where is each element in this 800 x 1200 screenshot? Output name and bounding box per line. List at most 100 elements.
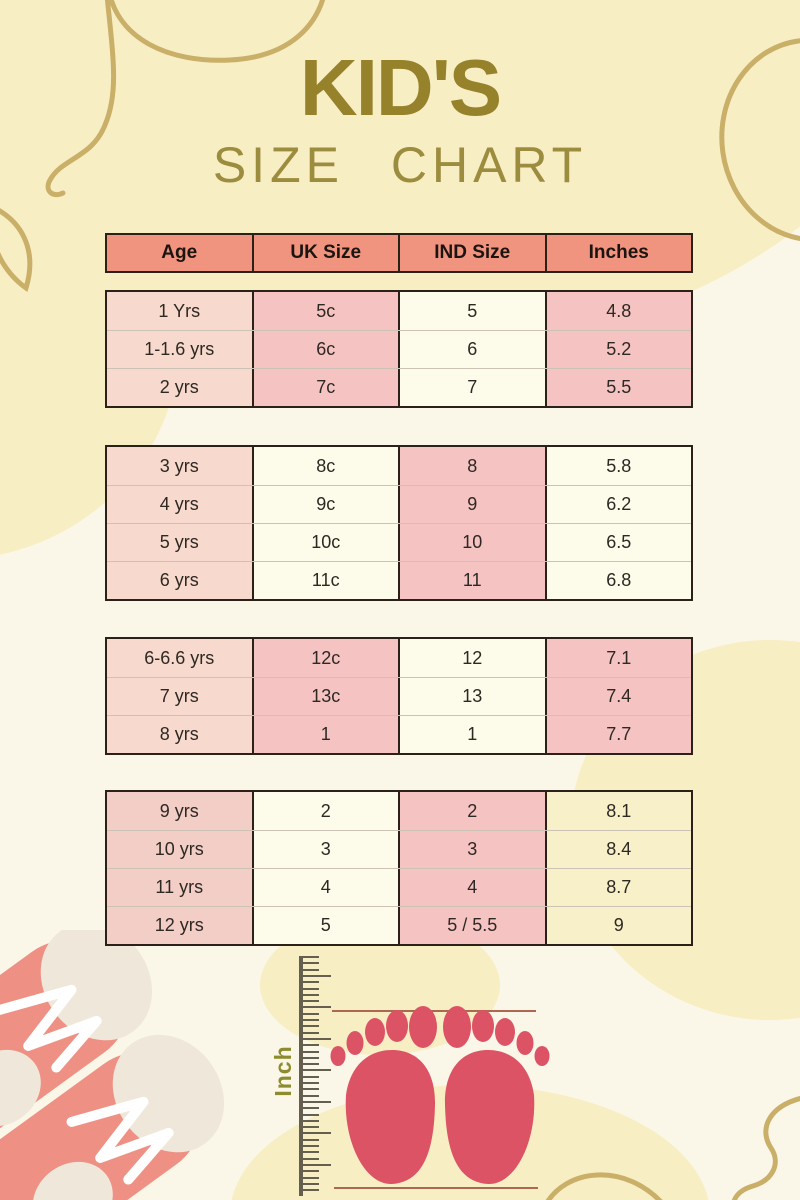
cell-uk-size: 7c bbox=[251, 369, 398, 406]
ruler-tick bbox=[303, 1138, 319, 1141]
ruler-tick bbox=[303, 1037, 331, 1040]
cell-inches: 8.4 bbox=[544, 831, 691, 868]
table-row: 5 yrs 10c 10 6.5 bbox=[107, 523, 691, 561]
cell-inches: 6.2 bbox=[544, 486, 691, 523]
page-subtitle: SIZE CHART bbox=[212, 137, 588, 193]
ruler-tick bbox=[303, 968, 319, 971]
cell-age: 12 yrs bbox=[107, 907, 252, 944]
ruler-tick bbox=[303, 956, 319, 958]
ruler-tick bbox=[303, 1176, 319, 1179]
ruler-tick bbox=[303, 1151, 319, 1154]
ruler-tick bbox=[303, 981, 319, 984]
ruler-tick bbox=[303, 1088, 319, 1091]
measure-line-bottom bbox=[334, 1187, 538, 1189]
cell-inches: 5.8 bbox=[544, 447, 691, 485]
table-row: 7 yrs 13c 13 7.4 bbox=[107, 677, 691, 715]
ruler-tick bbox=[303, 1069, 331, 1072]
cell-age: 5 yrs bbox=[107, 524, 252, 561]
cell-inches: 7.4 bbox=[544, 678, 691, 715]
header-inches: Inches bbox=[544, 235, 692, 271]
cell-ind-size: 6 bbox=[398, 331, 545, 368]
table-row: 3 yrs 8c 8 5.8 bbox=[107, 447, 691, 485]
table-row: 4 yrs 9c 9 6.2 bbox=[107, 485, 691, 523]
page-title: KID'S bbox=[299, 43, 502, 132]
cell-ind-size: 1 bbox=[398, 716, 545, 753]
cell-age: 1-1.6 yrs bbox=[107, 331, 252, 368]
cell-uk-size: 5 bbox=[251, 907, 398, 944]
header-age: Age bbox=[161, 242, 198, 263]
cell-age: 6 yrs bbox=[107, 562, 252, 599]
cell-uk-size: 5c bbox=[251, 292, 398, 330]
ruler-tick bbox=[303, 1132, 331, 1135]
cell-inches: 4.8 bbox=[544, 292, 691, 330]
cell-uk-size: 3 bbox=[251, 831, 398, 868]
cell-age: 11 yrs bbox=[107, 869, 252, 906]
cell-inches: 5.5 bbox=[544, 369, 691, 406]
cell-age: 1 Yrs bbox=[107, 292, 252, 330]
ruler-tick bbox=[303, 1113, 319, 1116]
footprints-icon bbox=[330, 1006, 550, 1185]
table-row: 10 yrs 3 3 8.4 bbox=[107, 830, 691, 868]
ruler-tick bbox=[303, 1119, 319, 1122]
cell-inches: 7.1 bbox=[544, 639, 691, 677]
ruler-icon bbox=[299, 956, 333, 1196]
table-row: 6 yrs 11c 11 6.8 bbox=[107, 561, 691, 599]
cell-uk-size: 13c bbox=[251, 678, 398, 715]
baby-sneakers-icon bbox=[0, 930, 240, 1200]
size-table-section-1: 1 Yrs 5c 5 4.8 1-1.6 yrs 6c 6 5.2 2 yrs 7c 7 5.5 bbox=[105, 290, 693, 408]
header-ind-size: IND Size bbox=[398, 235, 545, 271]
ruler-tick bbox=[303, 1094, 319, 1097]
measure-line-top bbox=[332, 1010, 536, 1012]
ruler-tick bbox=[303, 1126, 319, 1129]
cell-ind-size: 2 bbox=[398, 792, 545, 830]
cell-inches: 7.7 bbox=[544, 716, 691, 753]
ruler-tick bbox=[303, 1044, 319, 1047]
cell-inches: 8.1 bbox=[544, 792, 691, 830]
cell-uk-size: 2 bbox=[251, 792, 398, 830]
cell-ind-size: 11 bbox=[398, 562, 545, 599]
cell-age: 7 yrs bbox=[107, 678, 252, 715]
table-row: 9 yrs 2 2 8.1 bbox=[107, 792, 691, 830]
ruler-tick bbox=[303, 1100, 331, 1103]
cell-ind-size: 12 bbox=[398, 639, 545, 677]
cell-inches: 5.2 bbox=[544, 331, 691, 368]
cell-age: 4 yrs bbox=[107, 486, 252, 523]
cell-uk-size: 1 bbox=[251, 716, 398, 753]
table-row: 2 yrs 7c 7 5.5 bbox=[107, 368, 691, 406]
ruler-tick bbox=[303, 1056, 319, 1059]
ruler-tick bbox=[303, 1063, 319, 1066]
header-uk-size: UK Size bbox=[251, 235, 399, 271]
cell-age: 8 yrs bbox=[107, 716, 252, 753]
ruler-tick bbox=[303, 1107, 319, 1110]
ruler-tick bbox=[303, 962, 319, 965]
cell-age: 9 yrs bbox=[107, 792, 252, 830]
cell-ind-size: 7 bbox=[398, 369, 545, 406]
cell-uk-size: 11c bbox=[251, 562, 398, 599]
inch-label: Inch bbox=[270, 1045, 296, 1097]
ruler-tick bbox=[303, 974, 331, 977]
cell-uk-size: 4 bbox=[251, 869, 398, 906]
ruler-tick bbox=[303, 1000, 319, 1003]
cell-uk-size: 6c bbox=[251, 331, 398, 368]
cell-inches: 8.7 bbox=[544, 869, 691, 906]
size-table-section-3: 6-6.6 yrs 12c 12 7.1 7 yrs 13c 13 7.4 8 yrs 1 1 7.7 bbox=[105, 637, 693, 755]
table-row: 12 yrs 5 5 / 5.5 9 bbox=[107, 906, 691, 944]
ruler-tick bbox=[303, 993, 319, 996]
cell-ind-size: 5 bbox=[398, 292, 545, 330]
ruler-tick bbox=[303, 1145, 319, 1147]
table-row: 6-6.6 yrs 12c 12 7.1 bbox=[107, 639, 691, 677]
size-table-section-2: 3 yrs 8c 8 5.8 4 yrs 9c 9 6.2 5 yrs 10c 10 6.5 6 yrs… bbox=[105, 445, 693, 601]
cell-ind-size: 13 bbox=[398, 678, 545, 715]
cell-uk-size: 9c bbox=[251, 486, 398, 523]
cell-ind-size: 5 / 5.5 bbox=[398, 907, 545, 944]
ruler-tick bbox=[303, 1182, 319, 1185]
cell-age: 3 yrs bbox=[107, 447, 252, 485]
table-row: 1 Yrs 5c 5 4.8 bbox=[107, 292, 691, 330]
ruler-tick bbox=[303, 1075, 319, 1078]
cell-age: 2 yrs bbox=[107, 369, 252, 406]
ruler-tick bbox=[303, 1163, 331, 1166]
size-table-header-row: Age UK Size IND Size Inches bbox=[105, 233, 693, 273]
ruler-tick bbox=[303, 1157, 319, 1160]
ruler-tick bbox=[303, 1170, 319, 1173]
